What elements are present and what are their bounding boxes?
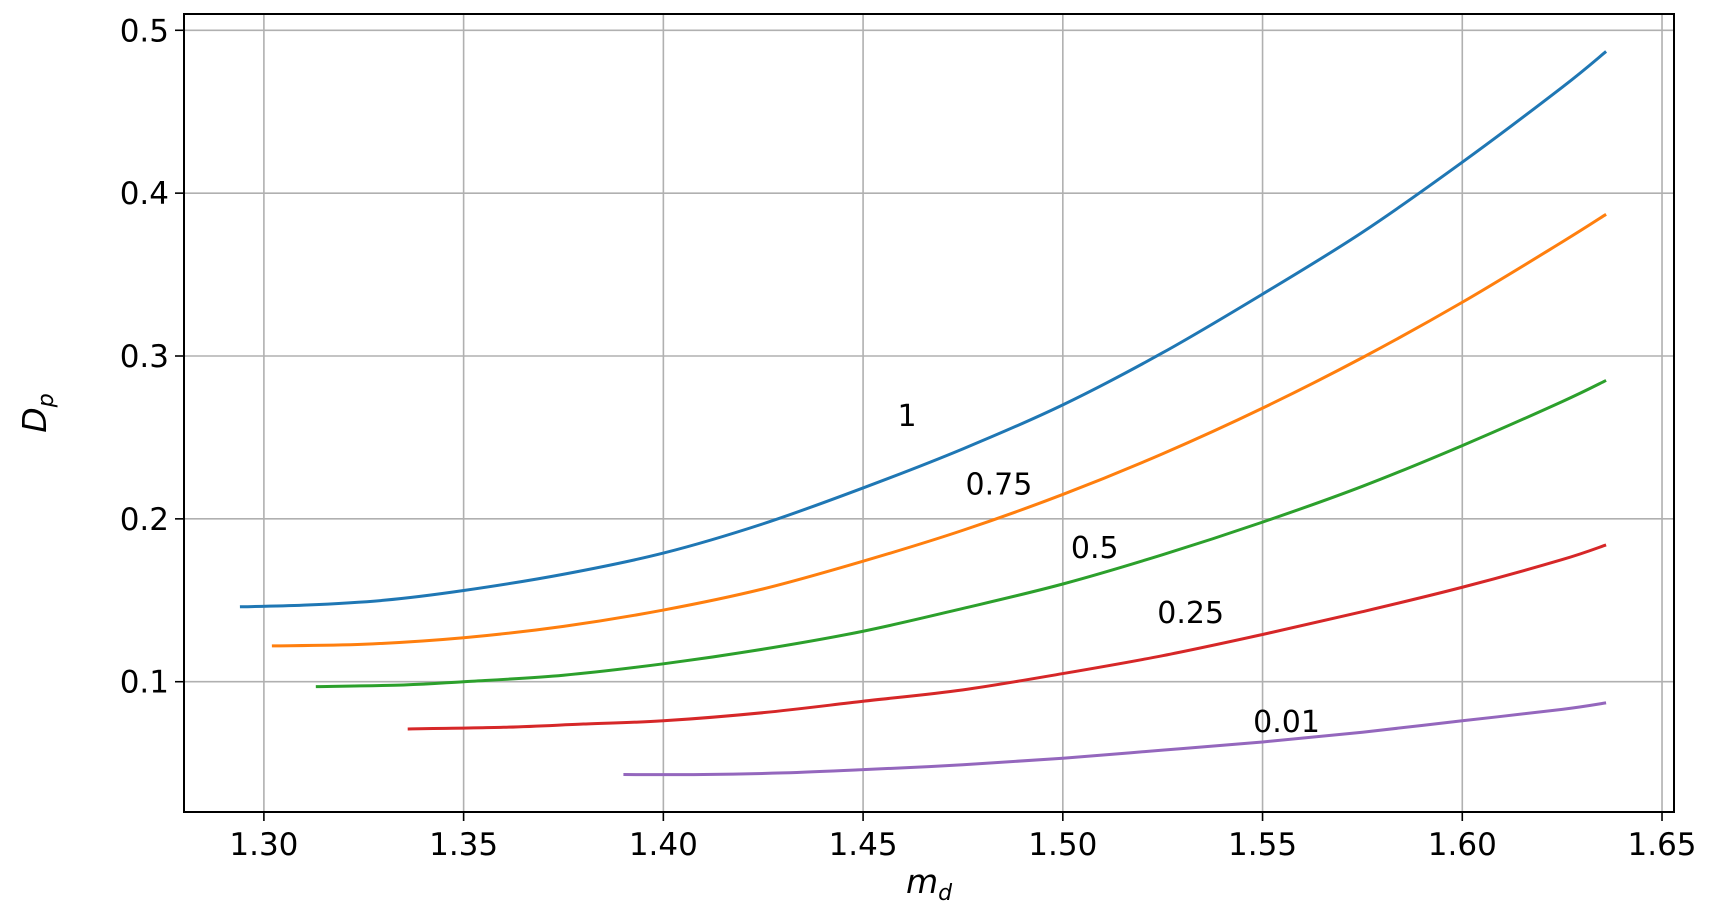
plot-frame [183, 13, 1675, 813]
y-axis-label-subscript: p [34, 393, 59, 408]
x-axis-label: md [906, 862, 953, 906]
x-tick-label: 1.30 [229, 827, 298, 863]
series-line-0.25 [407, 543, 1607, 731]
y-tick-label: 0.5 [120, 13, 169, 49]
curve-label-0.01: 0.01 [1253, 705, 1320, 740]
x-tick-label: 1.60 [1428, 827, 1497, 863]
curve-labels: 1 0.75 0.5 0.25 0.01 [897, 399, 1319, 740]
x-tick-label: 1.45 [829, 827, 898, 863]
series-line-0.75 [271, 213, 1607, 648]
series-line-0.5 [315, 379, 1607, 689]
x-axis-label-subscript: d [938, 881, 953, 906]
x-axis-label-main: m [906, 862, 938, 901]
y-tick-label: 0.4 [120, 176, 169, 212]
y-axis-label: Dp [15, 393, 59, 432]
x-tick-label: 1.55 [1228, 827, 1297, 863]
y-axis-label-main: D [15, 407, 54, 432]
x-tick-label: 1.50 [1028, 827, 1097, 863]
series-line-0.01 [623, 701, 1607, 777]
curve-label-0.75: 0.75 [966, 467, 1033, 502]
series-line-1 [239, 50, 1608, 609]
ticks: 1.30 1.35 1.40 1.45 1.50 1.55 1.60 1.65 0.1 0.2 0.… [120, 13, 1697, 863]
curve-label-0.25: 0.25 [1157, 596, 1224, 631]
x-tick-label: 1.35 [429, 827, 498, 863]
y-tick-label: 0.2 [120, 502, 169, 538]
y-tick-label: 0.1 [120, 665, 169, 701]
y-tick-label: 0.3 [120, 339, 169, 375]
grid-lines [184, 14, 1674, 812]
curve-label-0.5: 0.5 [1071, 531, 1119, 566]
curve-label-1: 1 [897, 399, 916, 434]
x-tick-label: 1.65 [1628, 827, 1697, 863]
series-group [239, 50, 1608, 777]
x-tick-label: 1.40 [629, 827, 698, 863]
